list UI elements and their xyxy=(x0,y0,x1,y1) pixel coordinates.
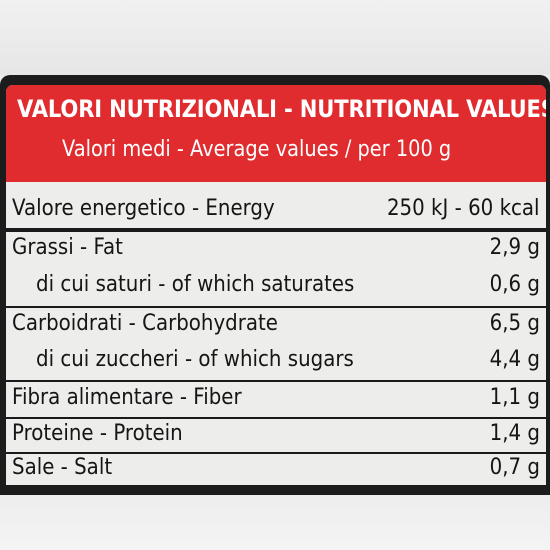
photo-background-top xyxy=(0,0,550,75)
nutrient-name: Grassi - Fat xyxy=(12,235,123,260)
nutrient-name: Sale - Salt xyxy=(12,455,113,480)
nutrient-value: 6,5 g xyxy=(489,311,540,336)
nutrient-name: Carboidrati - Carbohydrate xyxy=(12,311,278,336)
nutrient-name: di cui saturi - of which saturates xyxy=(36,272,355,297)
divider xyxy=(6,306,546,308)
nutrient-value: 0,6 g xyxy=(489,272,540,297)
table-subtitle: Valori medi - Average values / per 100 g xyxy=(62,137,452,162)
nutrient-value: 4,4 g xyxy=(489,347,540,372)
nutrient-name: Proteine - Protein xyxy=(12,421,183,446)
divider xyxy=(6,228,546,232)
nutrition-table: VALORI NUTRIZIONALI - NUTRITIONAL VALUES… xyxy=(6,85,546,485)
nutrient-name: Valore energetico - Energy xyxy=(12,196,275,221)
table-title: VALORI NUTRIZIONALI - NUTRITIONAL VALUES xyxy=(17,95,546,123)
nutrient-name: Fibra alimentare - Fiber xyxy=(12,385,242,410)
nutrient-value: 0,7 g xyxy=(489,455,540,480)
nutrient-name: di cui zuccheri - of which sugars xyxy=(36,347,354,372)
table-header: VALORI NUTRIZIONALI - NUTRITIONAL VALUES… xyxy=(6,85,546,182)
nutrient-value: 1,4 g xyxy=(489,421,540,446)
nutrient-value: 2,9 g xyxy=(489,235,540,260)
photo-background-bottom xyxy=(0,495,550,550)
divider xyxy=(6,417,546,419)
nutrition-label: VALORI NUTRIZIONALI - NUTRITIONAL VALUES… xyxy=(0,75,550,495)
nutrient-value: 250 kJ - 60 kcal xyxy=(387,196,540,221)
nutrient-value: 1,1 g xyxy=(489,385,540,410)
divider xyxy=(6,452,546,454)
divider xyxy=(6,380,546,382)
